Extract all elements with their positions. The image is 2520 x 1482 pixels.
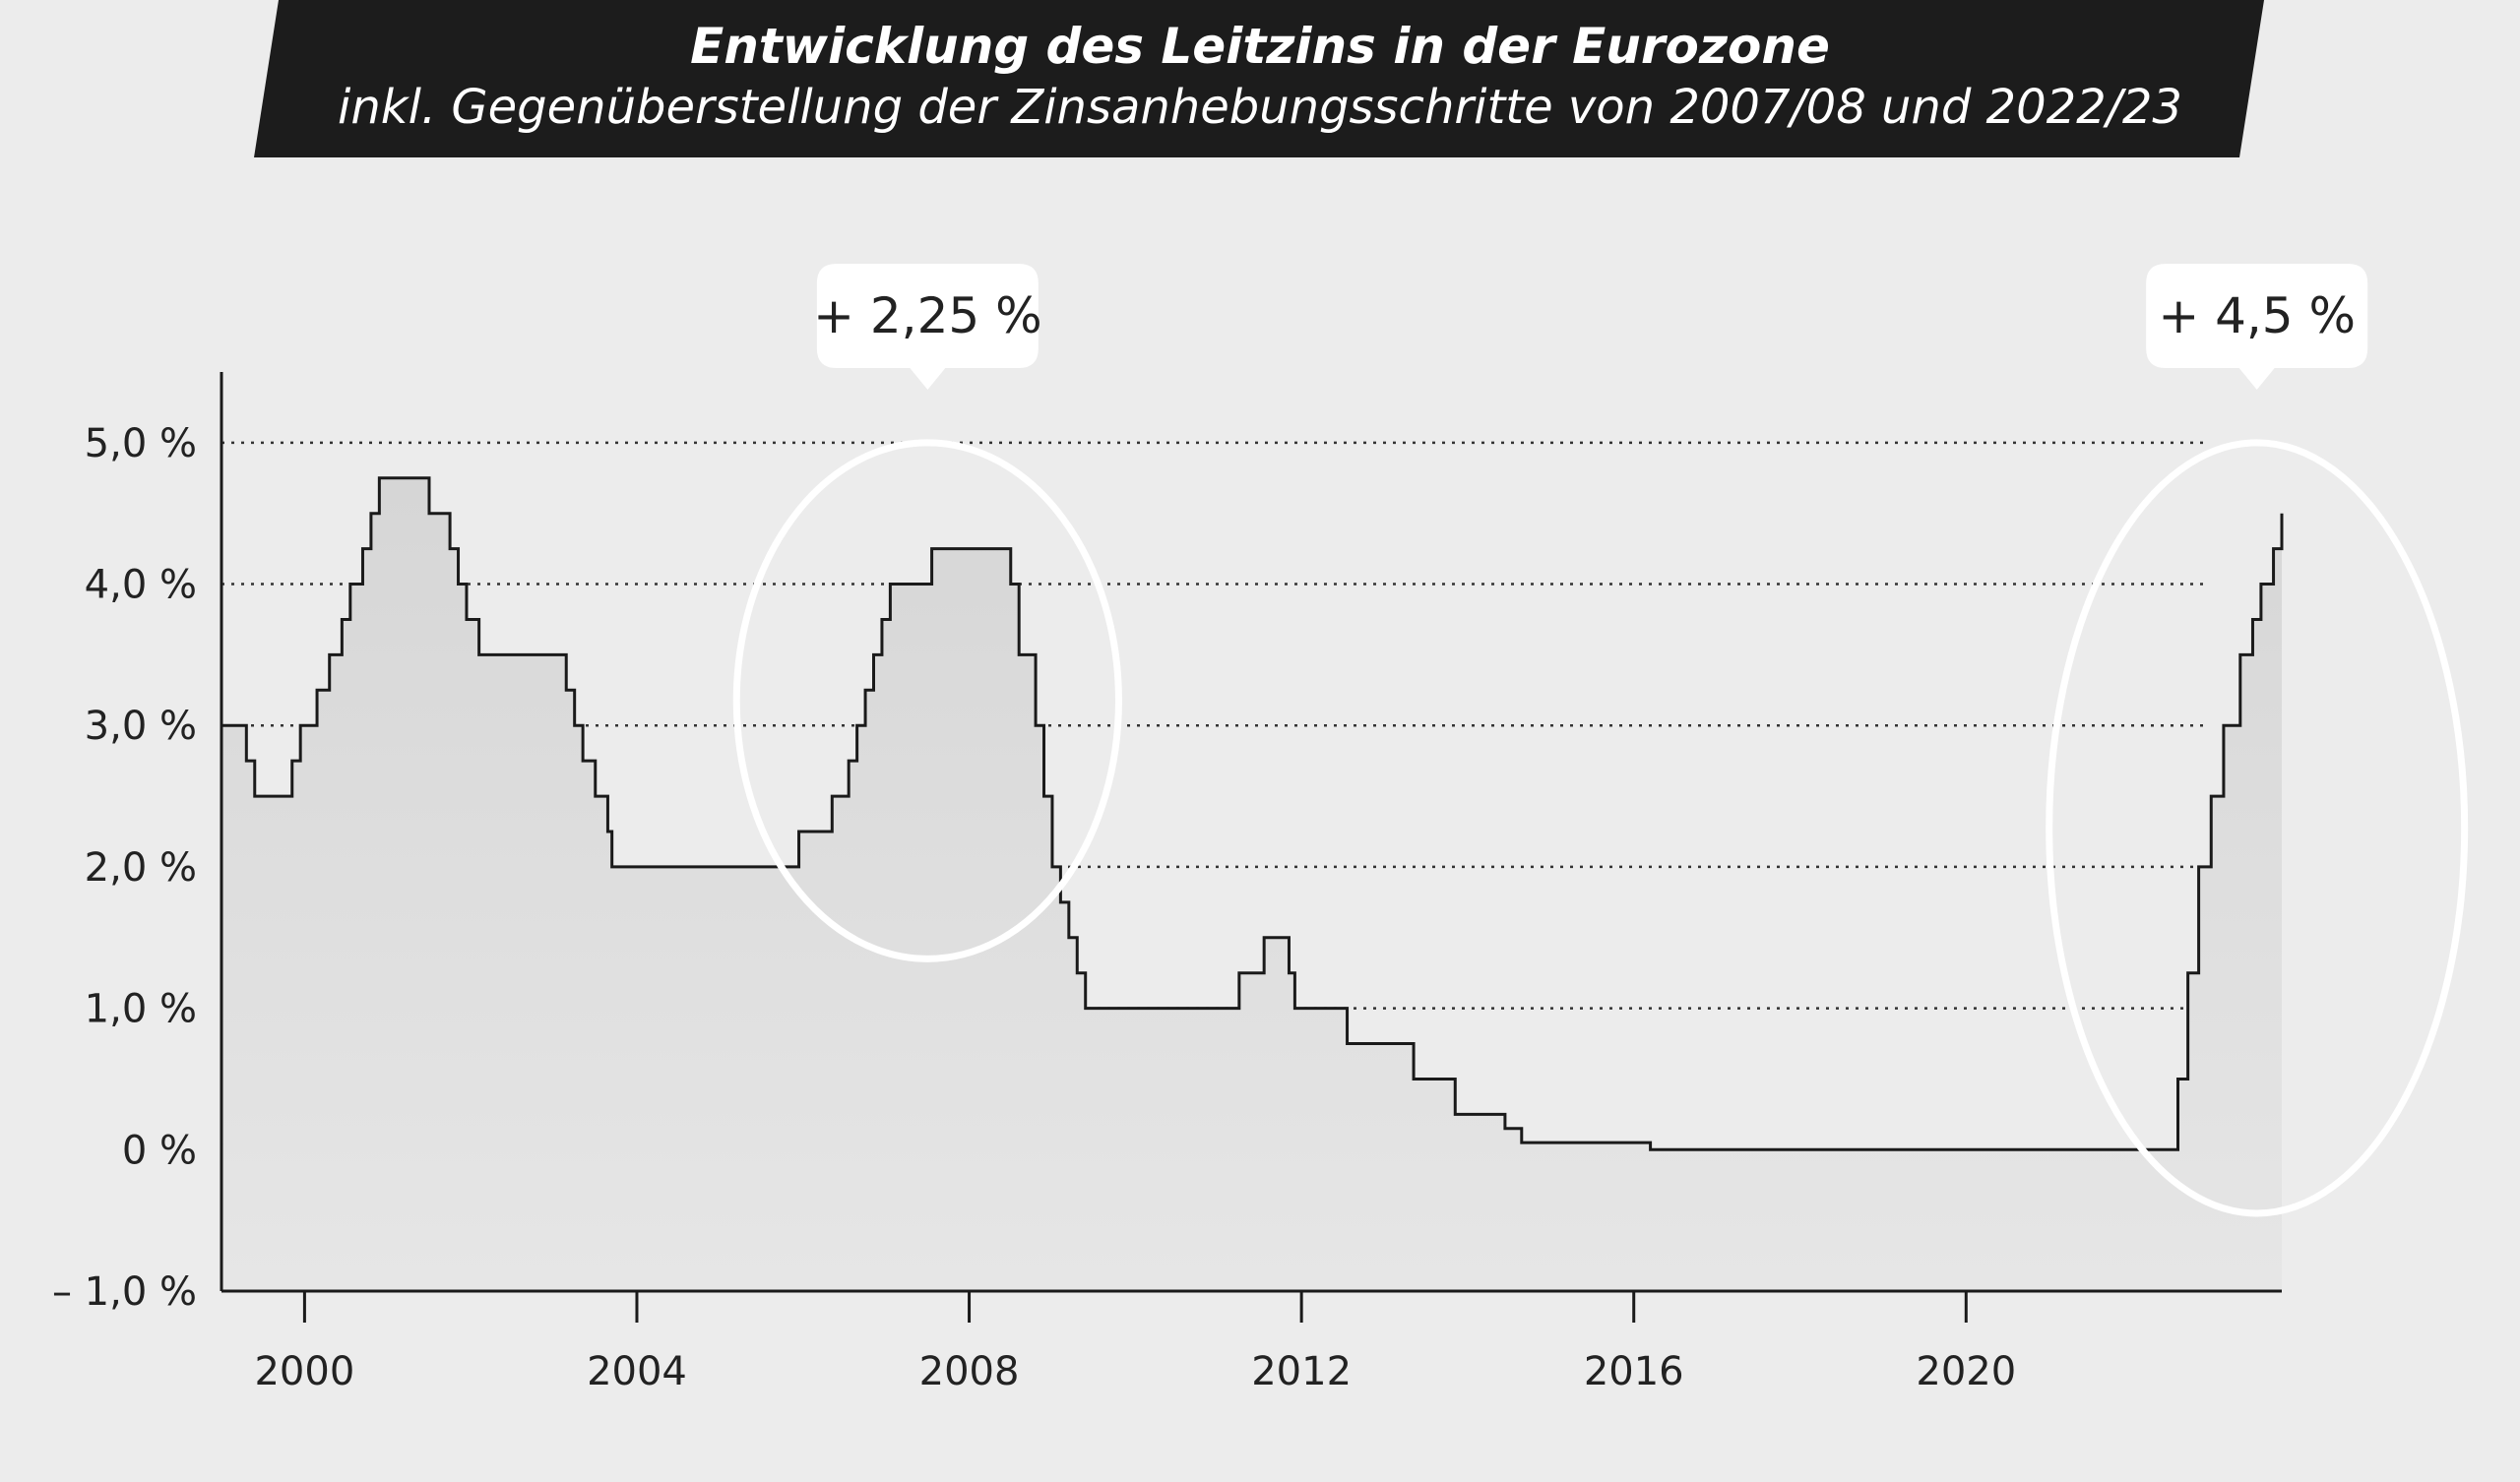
x-tick-label-5: 2020 (1916, 1349, 2016, 1394)
y-tick-label-2: 1,0 % (85, 987, 197, 1032)
callout-bubble-0 (816, 264, 1039, 390)
y-tick-label-5: 4,0 % (85, 563, 197, 608)
x-tick-label-1: 2004 (587, 1349, 687, 1394)
callout-label-1: + 4,5 % (2158, 287, 2356, 344)
callout-label-0: + 2,25 % (813, 287, 1042, 344)
y-tick-label-4: 3,0 % (85, 704, 197, 749)
axes: 2000 2004 2008 2012 2016 2020 – 1,0 % 0 % 1,0 % 2… (52, 372, 2282, 1394)
highlights: + 2,25 % + 4,5 % (732, 264, 2469, 1217)
series-leitzins (221, 476, 2284, 1151)
chart-subtitle: inkl. Gegenüberstellung der Zinsanhebung… (338, 80, 2182, 135)
area-0 (221, 477, 2282, 1291)
y-tick-label-6: 5,0 % (85, 421, 197, 466)
area-fill (221, 477, 2282, 1291)
chart-title: Entwicklung des Leitzins in der Eurozone (690, 18, 1830, 75)
series-line-0 (221, 476, 2284, 1151)
x-tick-label-4: 2016 (1584, 1349, 1684, 1394)
x-tick-label-2: 2008 (919, 1349, 1020, 1394)
x-tick-label-3: 2012 (1251, 1349, 1352, 1394)
highlight-ellipse-0 (732, 439, 1122, 962)
highlight-ellipse-1 (2046, 439, 2469, 1217)
x-tick-label-0: 2000 (254, 1349, 354, 1394)
y-tick-label-0: – 1,0 % (52, 1269, 197, 1315)
y-tick-label-3: 2,0 % (85, 845, 197, 891)
y-tick-label-1: 0 % (122, 1128, 197, 1173)
title-band (254, 0, 2264, 157)
callout-bubble-1 (2146, 264, 2368, 390)
